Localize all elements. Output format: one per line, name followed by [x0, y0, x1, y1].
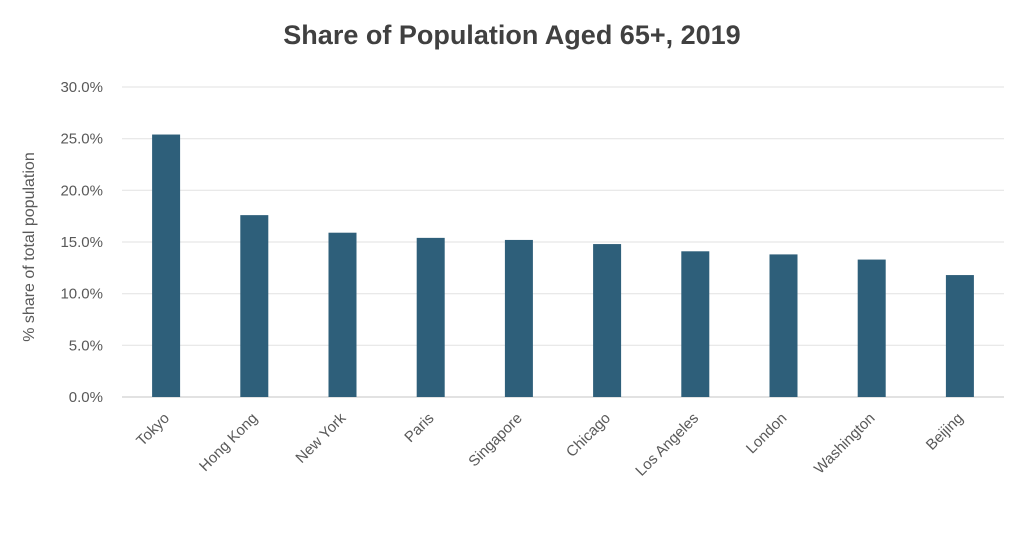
bar-los-angeles [681, 251, 710, 397]
x-tick-label: London [743, 410, 790, 457]
bar-london [769, 254, 798, 397]
x-tick-label: Chicago [563, 410, 614, 461]
y-axis-title: % share of total population [21, 152, 38, 341]
bar-new-york [328, 232, 357, 397]
x-tick-label: Washington [811, 410, 879, 478]
y-tick-label: 25.0% [60, 131, 103, 148]
bar-chicago [593, 244, 622, 397]
x-tick-label: Hong Kong [196, 410, 261, 475]
bar-tokyo [152, 134, 181, 398]
bar-beijing [945, 275, 974, 397]
y-axis-ticks: 0.0% 5.0% 10.0% 15.0% 20.0% 25.0% 30.0% [60, 79, 103, 406]
y-tick-label: 5.0% [69, 337, 103, 354]
x-tick-label: Singapore [465, 410, 525, 470]
y-tick-label: 30.0% [60, 79, 103, 96]
y-tick-label: 15.0% [60, 234, 103, 251]
gridlines [122, 86, 1004, 398]
y-tick-label: 10.0% [60, 286, 103, 303]
chart-title: Share of Population Aged 65+, 2019 [283, 20, 741, 50]
x-tick-label: Los Angeles [632, 410, 702, 480]
bars [152, 134, 974, 398]
x-tick-label: Beijing [923, 410, 967, 454]
bar-singapore [504, 239, 533, 397]
y-tick-label: 20.0% [60, 182, 103, 199]
bar-washington [857, 259, 886, 397]
x-tick-label: Paris [401, 410, 437, 446]
x-tick-label: New York [292, 409, 349, 466]
x-axis-ticks: Tokyo Hong Kong New York Paris Singapore Chic… [133, 409, 967, 479]
y-tick-label: 0.0% [69, 389, 103, 406]
bar-paris [416, 237, 445, 397]
bar-hong-kong [240, 215, 269, 397]
x-tick-label: Tokyo [133, 410, 173, 450]
